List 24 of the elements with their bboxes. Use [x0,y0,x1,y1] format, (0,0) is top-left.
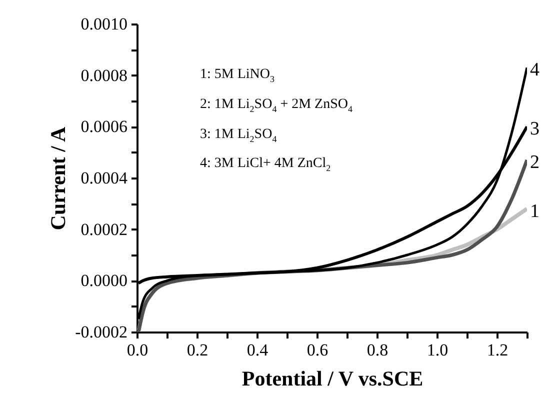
x-tick-label: 0.6 [306,340,328,360]
x-tick-label: 0.4 [246,340,269,360]
y-tick-label: -0.0002 [75,322,128,342]
y-axis-title: Current / A [46,126,70,230]
series-label: 2 [530,152,540,174]
y-tick-label: 0.0000 [80,271,128,290]
x-tick-label: 0.0 [126,340,148,360]
y-tick-label: 0.0004 [80,168,128,188]
text: 2: 1M Li$_{2}$SO$_{4}$ + 2M ZnSO$_{4}$ [200,96,352,114]
text: 1: 5M LiNO$_{3}$ [200,67,274,84]
x-tick-label: 1.0 [426,340,448,360]
x-tick-label: 0.2 [186,340,208,360]
x-tick-label: 0.8 [366,340,388,360]
y-tick-label: 0.0008 [80,66,128,85]
series-label: 3 [530,118,540,140]
text: 4: 3M LiCl+ 4M ZnCl$_{2}$ [200,156,331,174]
series-label: 4 [530,60,540,81]
y-tick-label: 0.0010 [80,14,128,34]
y-tick-label: 0.0006 [80,117,128,136]
text: 3: 1M Li$_{2}$SO$_{4}$ [200,126,277,144]
series-label: 1 [530,200,540,222]
x-axis-title: Potential / V vs.SCE [242,366,424,390]
x-tick-label: 1.2 [486,340,508,360]
y-tick-label: 0.0002 [80,220,128,239]
